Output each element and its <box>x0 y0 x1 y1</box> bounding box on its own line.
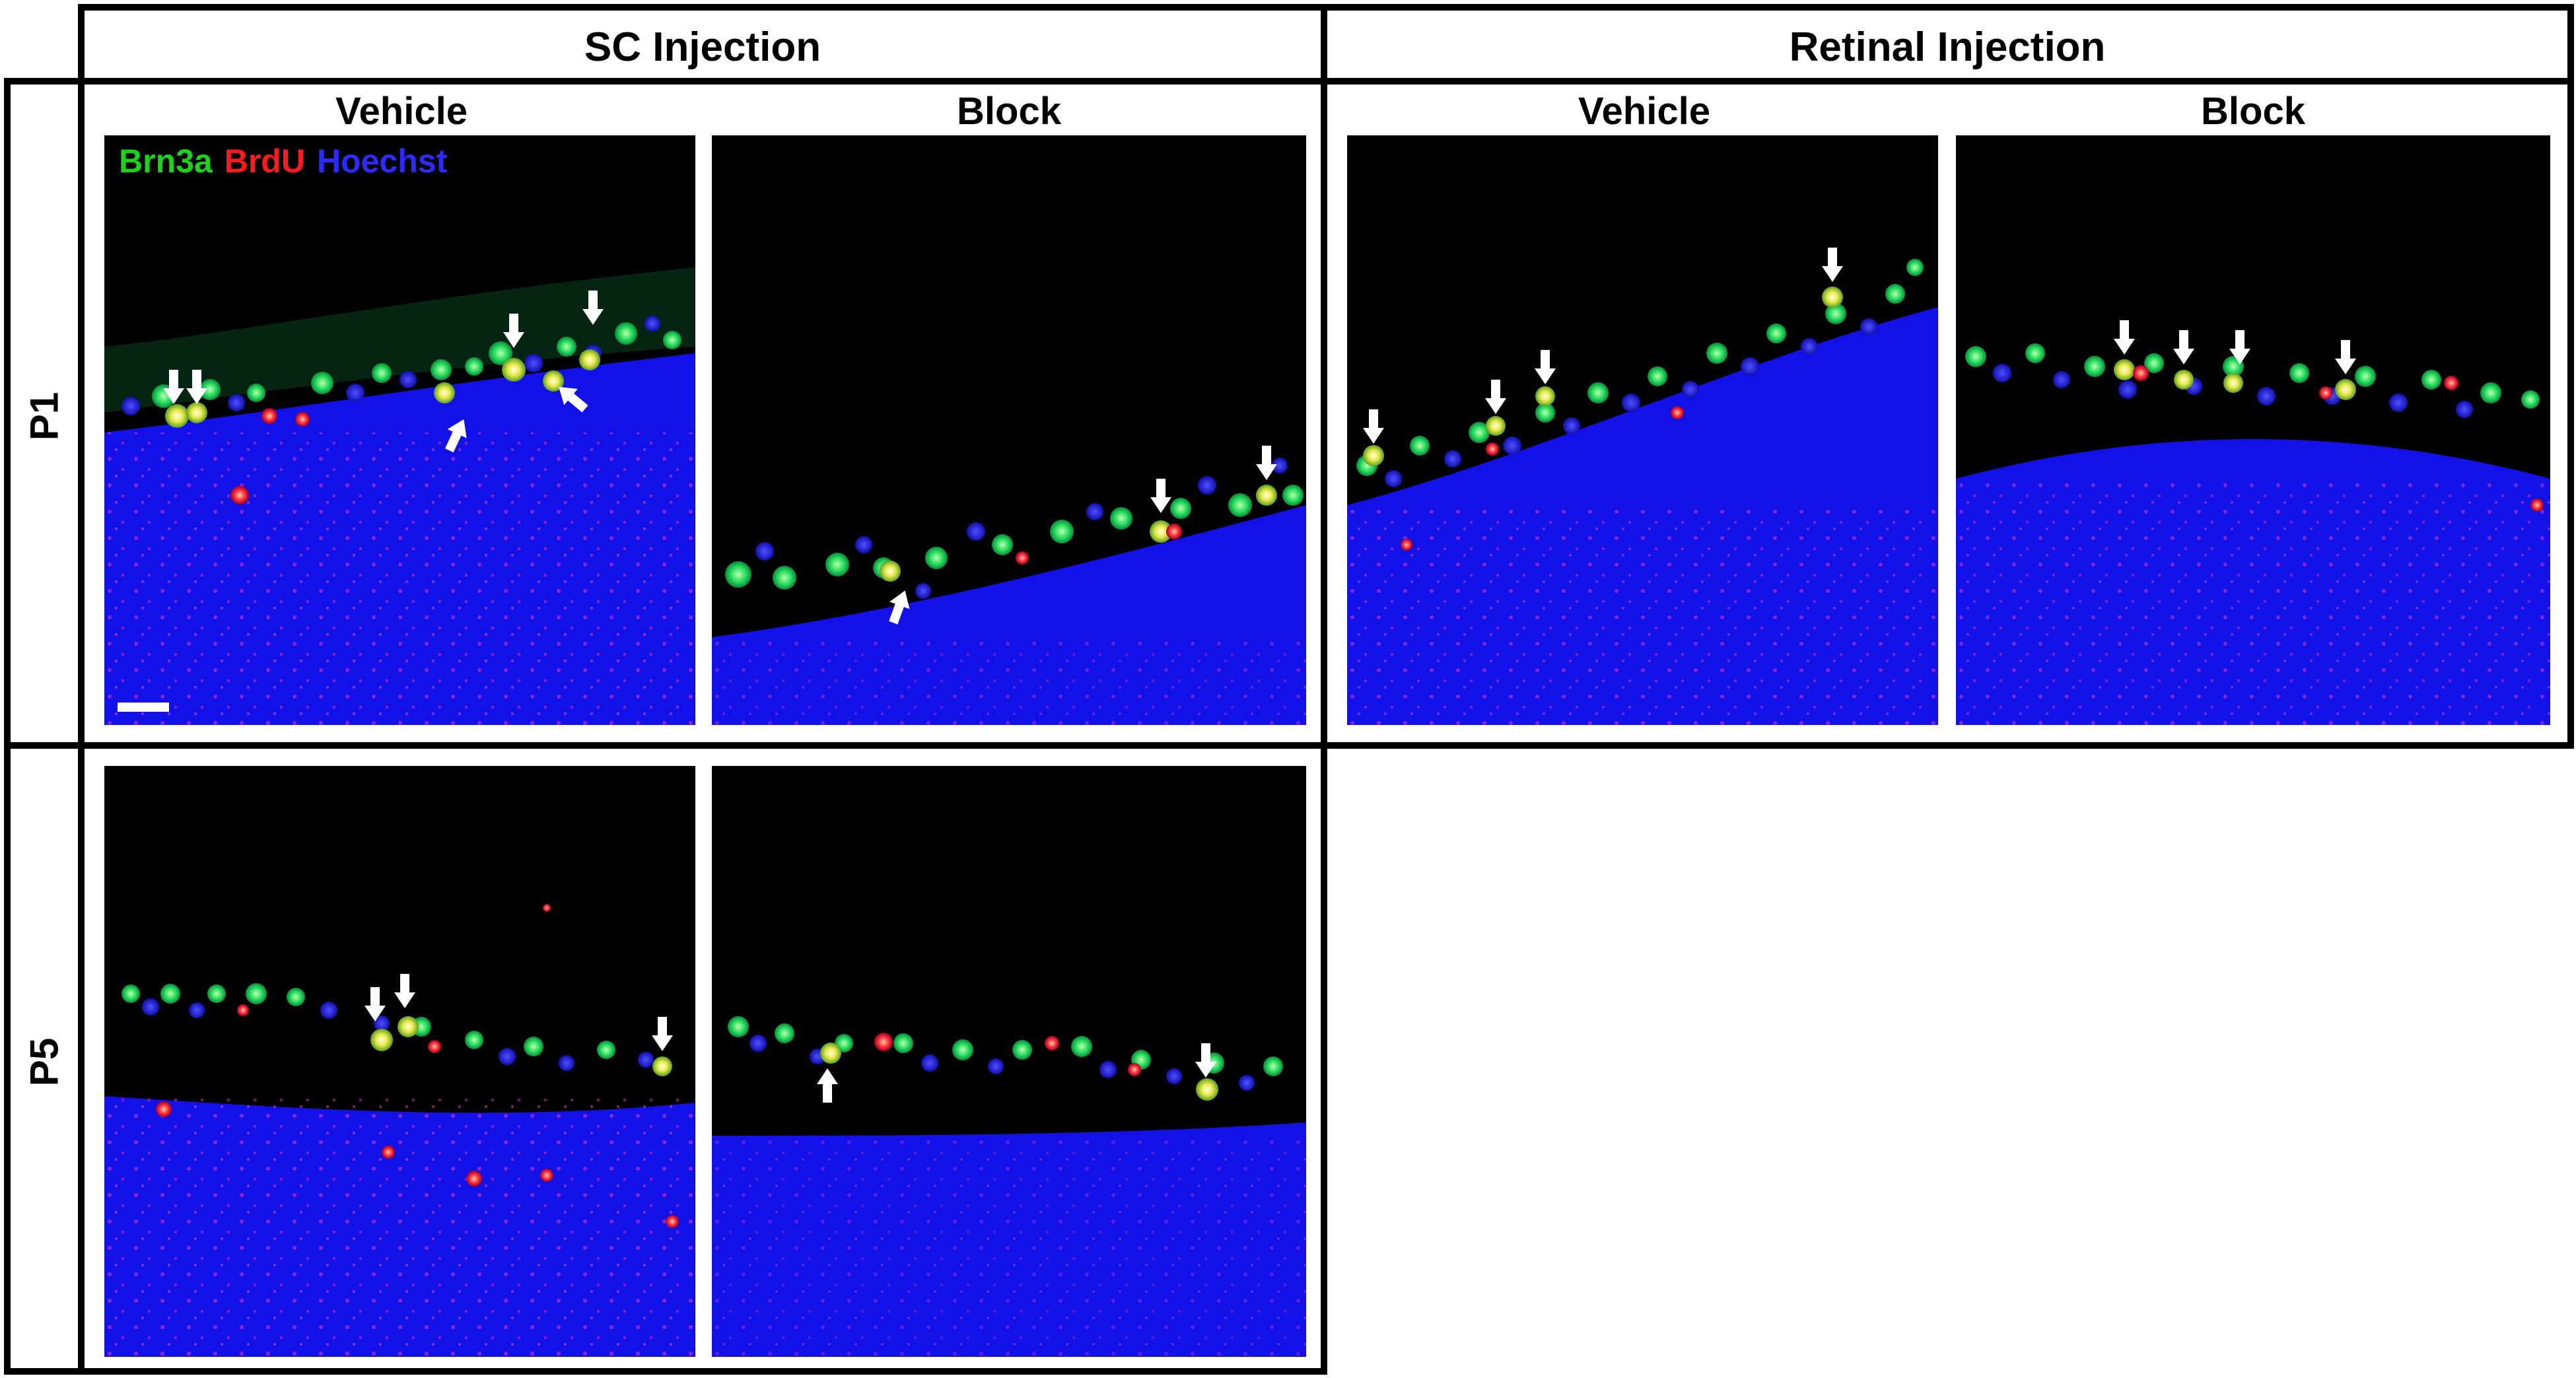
p1-sc-column-box <box>78 78 1327 749</box>
micrograph-p1-sc-block <box>712 446 1306 725</box>
sc-vehicle-label: Vehicle <box>335 90 468 133</box>
stain-legend: Brn3a BrdU Hoechst <box>119 142 459 180</box>
retinal-injection-header: Retinal Injection <box>1789 24 2106 70</box>
p5-row-label-box <box>4 742 85 1375</box>
sc-injection-header: SC Injection <box>584 24 821 70</box>
micrograph-p1-retinal-block <box>1956 320 2550 725</box>
legend-brdu: BrdU <box>224 143 305 180</box>
micrograph-p1-sc-vehicle <box>104 267 695 725</box>
panel-p5-sc-vehicle <box>104 766 695 1357</box>
panel-p5-sc-block <box>712 766 1306 1357</box>
legend-hoechst: Hoechst <box>316 143 448 180</box>
p5-row-label: P5 <box>22 1037 67 1087</box>
micrograph-p5-sc-block <box>712 1016 1306 1357</box>
panel-p1-retinal-block <box>1956 135 2550 725</box>
panel-p1-sc-block <box>712 135 1306 725</box>
p1-row-label: P1 <box>22 392 67 441</box>
scale-bar <box>118 703 169 712</box>
micrograph-p1-retinal-vehicle <box>1347 248 1938 725</box>
micrograph-p5-sc-vehicle <box>104 904 695 1357</box>
panel-p1-retinal-vehicle <box>1347 135 1938 725</box>
retinal-block-label: Block <box>2201 90 2305 133</box>
retinal-vehicle-label: Vehicle <box>1578 90 1710 133</box>
sc-block-label: Block <box>957 90 1061 133</box>
panel-p1-sc-vehicle: Brn3a BrdU Hoechst <box>104 135 695 725</box>
legend-brn3a: Brn3a <box>119 143 213 180</box>
